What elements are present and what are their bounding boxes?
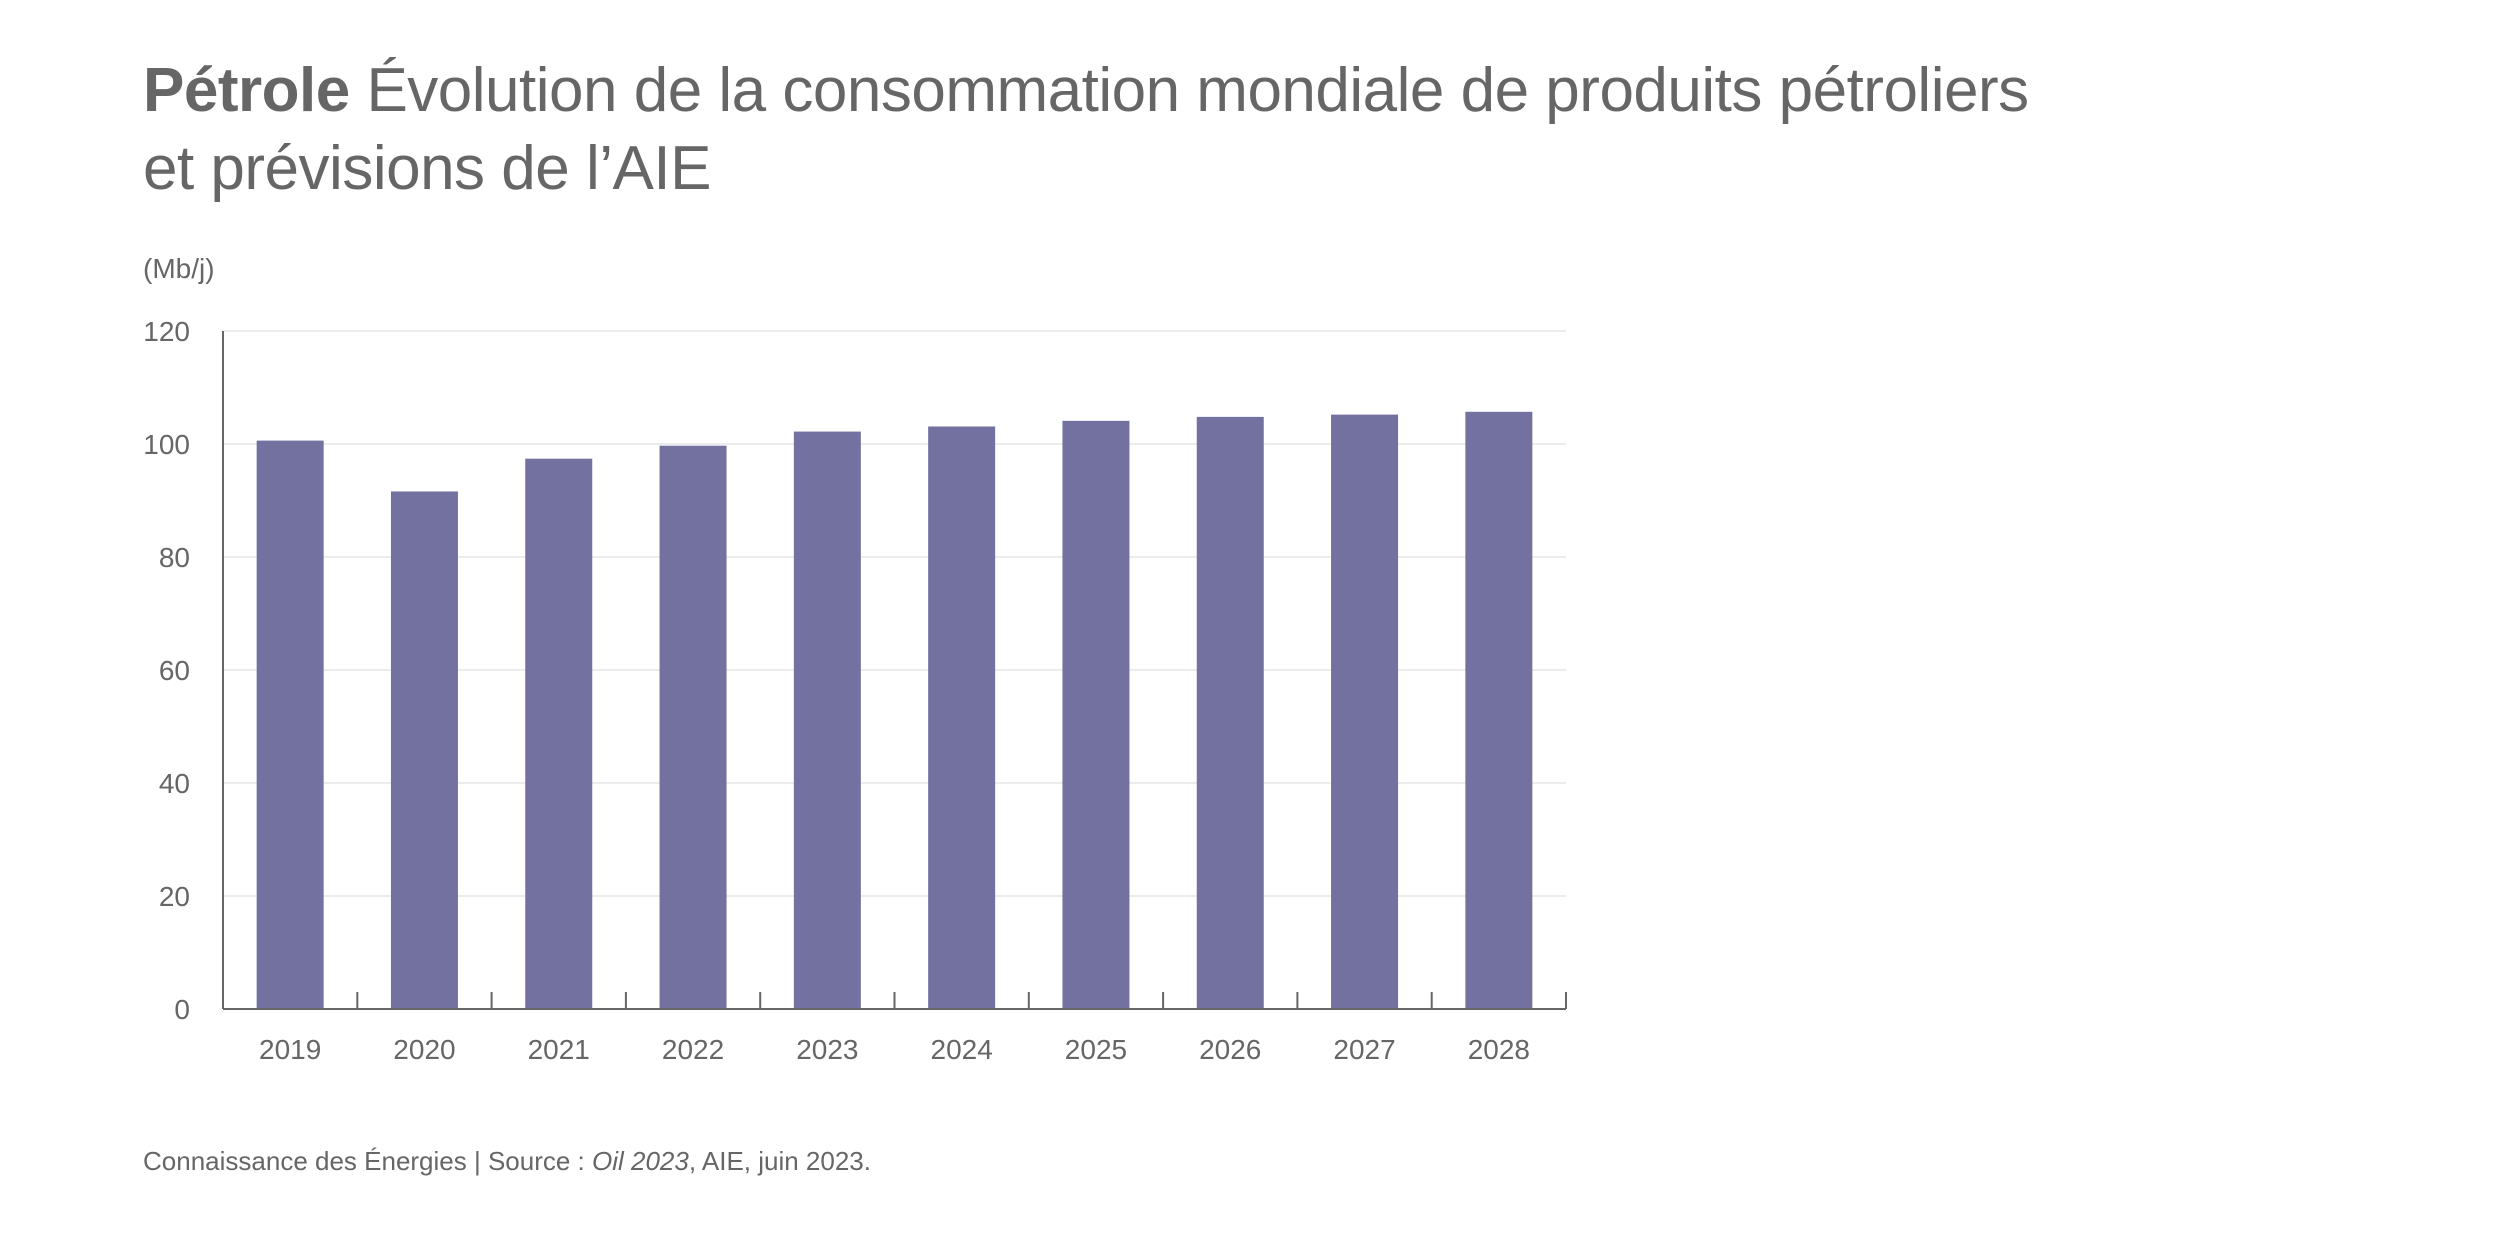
source-note: Connaissance des Énergies | Source : Oil…: [143, 1146, 871, 1177]
x-tick-label: 2026: [1199, 1034, 1261, 1065]
y-tick-label: 60: [159, 655, 190, 686]
bar-2019: [256, 440, 324, 1009]
bar-2020: [390, 491, 458, 1010]
chart-title: Pétrole Évolution de la consommation mon…: [143, 52, 2143, 208]
x-tick-label: 2025: [1065, 1034, 1127, 1065]
x-tick-label: 2028: [1468, 1034, 1530, 1065]
y-tick-labels: 0 20 40 60 80 100 120: [143, 316, 190, 1025]
bar-2024: [928, 426, 996, 1009]
bar-2022: [659, 445, 727, 1009]
y-tick-label: 20: [159, 881, 190, 912]
y-tick-label: 0: [174, 994, 190, 1025]
bar-2023: [793, 431, 861, 1009]
source-prefix: Connaissance des Énergies | Source :: [143, 1146, 593, 1176]
y-tick-label: 120: [143, 316, 190, 347]
chart-title-line1: Évolution de la consommation mondiale de…: [366, 56, 2029, 125]
bar-2026: [1196, 416, 1264, 1009]
x-tick-label: 2024: [931, 1034, 993, 1065]
x-tick-label: 2019: [259, 1034, 321, 1065]
source-suffix: , AIE, juin 2023.: [688, 1146, 871, 1176]
x-tick-label: 2020: [393, 1034, 455, 1065]
x-tick-label: 2021: [528, 1034, 590, 1065]
y-tick-label: 40: [159, 768, 190, 799]
y-tick-label: 80: [159, 542, 190, 573]
bar-2021: [525, 458, 593, 1009]
bar-2025: [1062, 420, 1130, 1010]
bars: [256, 411, 1533, 1010]
y-tick-label: 100: [143, 429, 190, 460]
bar-2028: [1465, 411, 1533, 1009]
chart-title-bold: Pétrole: [143, 56, 350, 125]
chart-title-line2: et prévisions de l’AIE: [143, 134, 711, 203]
bar-2027: [1331, 414, 1399, 1009]
x-tick-label: 2023: [796, 1034, 858, 1065]
source-publication: Oil 2023: [592, 1146, 689, 1176]
x-tick-labels: 2019 2020 2021 2022 2023 2024 2025 2026 2027 2028: [259, 1034, 1530, 1065]
y-axis-unit-label: (Mb/j): [143, 253, 215, 284]
x-tick-label: 2027: [1333, 1034, 1395, 1065]
x-tick-label: 2022: [662, 1034, 724, 1065]
axes: [222, 331, 1567, 1010]
